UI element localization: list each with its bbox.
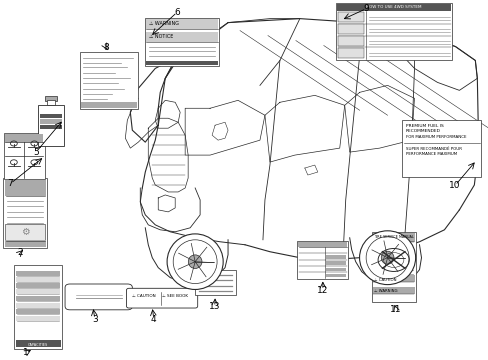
Text: HOW TO USE 4WD SYSTEM: HOW TO USE 4WD SYSTEM: [366, 5, 421, 9]
Bar: [325, 268, 346, 271]
Text: 9: 9: [363, 4, 368, 13]
Bar: [5, 134, 43, 141]
Text: PERFORMANCE MAXIMUM: PERFORMANCE MAXIMUM: [405, 153, 456, 157]
Bar: [16, 316, 60, 321]
Bar: [38, 104, 63, 146]
Bar: [4, 240, 45, 247]
Text: ⚙: ⚙: [20, 227, 29, 237]
Bar: [297, 241, 347, 279]
Bar: [146, 19, 218, 29]
Text: ⚠ CAUTION: ⚠ CAUTION: [373, 278, 396, 282]
Text: RECOMMENDED: RECOMMENDED: [405, 129, 440, 133]
Text: 4: 4: [151, 315, 156, 324]
Text: 12: 12: [317, 285, 328, 294]
Text: 8: 8: [103, 43, 109, 52]
Text: SUPER RECOMMANDÉ POUR: SUPER RECOMMANDÉ POUR: [405, 147, 461, 151]
Bar: [81, 102, 137, 108]
Bar: [372, 287, 414, 293]
Text: 6: 6: [174, 8, 180, 17]
Bar: [372, 233, 414, 241]
Text: 13: 13: [208, 302, 220, 311]
Ellipse shape: [366, 237, 408, 279]
Text: ⚠ WARNING: ⚠ WARNING: [373, 289, 397, 293]
Bar: [146, 32, 218, 42]
Bar: [337, 24, 364, 34]
Text: CAPACITIES: CAPACITIES: [28, 343, 48, 347]
Bar: [4, 180, 45, 196]
Text: TIRE SERVICE MANUAL: TIRE SERVICE MANUAL: [373, 235, 413, 239]
Text: 7: 7: [7, 179, 13, 188]
Bar: [194, 270, 235, 296]
Bar: [3, 178, 47, 248]
Bar: [402, 121, 481, 177]
Text: ⚠ CAUTION: ⚠ CAUTION: [132, 294, 155, 298]
Bar: [16, 289, 60, 294]
Text: ⚠ SEE BOOK: ⚠ SEE BOOK: [162, 294, 188, 298]
Text: 11: 11: [389, 305, 401, 314]
Text: 3: 3: [92, 315, 98, 324]
Bar: [16, 283, 60, 288]
Bar: [16, 341, 61, 347]
Bar: [5, 224, 45, 240]
Text: PREMIUM FUEL IS: PREMIUM FUEL IS: [405, 123, 443, 127]
Bar: [337, 48, 364, 58]
Ellipse shape: [359, 231, 415, 285]
Bar: [47, 100, 55, 105]
FancyBboxPatch shape: [65, 284, 132, 310]
Bar: [298, 242, 346, 247]
Bar: [335, 3, 451, 60]
Bar: [371, 232, 415, 302]
Bar: [337, 36, 364, 46]
Bar: [44, 96, 57, 102]
Ellipse shape: [173, 240, 217, 284]
Bar: [325, 261, 346, 265]
Text: ⚠ NOTICE: ⚠ NOTICE: [149, 34, 173, 39]
Ellipse shape: [188, 255, 202, 269]
Text: 2: 2: [18, 248, 23, 257]
Text: 1: 1: [23, 348, 29, 357]
Bar: [16, 271, 60, 276]
Bar: [372, 275, 414, 282]
Bar: [337, 12, 364, 22]
Bar: [145, 18, 219, 66]
Bar: [16, 310, 60, 314]
Bar: [40, 120, 62, 123]
Text: 10: 10: [448, 181, 460, 190]
Bar: [40, 114, 62, 118]
FancyBboxPatch shape: [126, 288, 197, 308]
Bar: [14, 265, 62, 348]
Text: 5: 5: [33, 148, 39, 157]
Bar: [146, 60, 218, 65]
Bar: [3, 134, 44, 179]
Bar: [40, 125, 62, 129]
Bar: [325, 255, 346, 259]
Bar: [16, 296, 60, 301]
Bar: [336, 4, 450, 11]
Ellipse shape: [167, 234, 223, 289]
Bar: [325, 274, 346, 278]
Bar: [80, 52, 138, 109]
Ellipse shape: [381, 251, 393, 264]
Text: FOR MAXIMUM PERFORMANCE: FOR MAXIMUM PERFORMANCE: [405, 135, 466, 139]
Text: ⚠ WARNING: ⚠ WARNING: [149, 21, 179, 26]
Bar: [16, 277, 60, 282]
Bar: [16, 303, 60, 308]
